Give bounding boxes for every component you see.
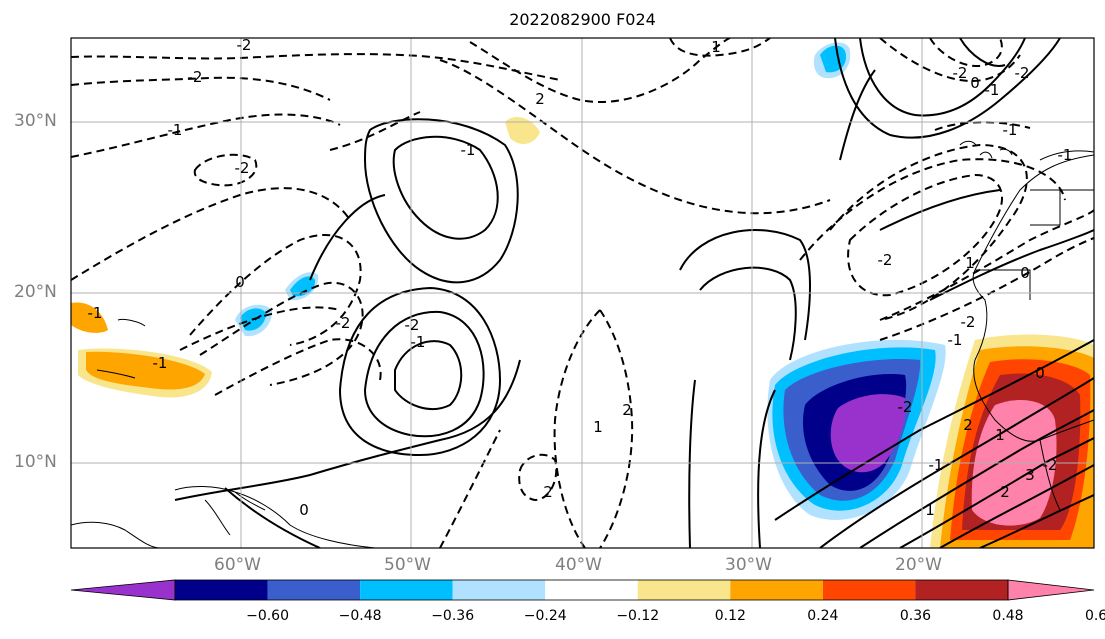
colorbar-arrow-low <box>70 579 176 601</box>
contour-label: 1 <box>593 418 603 436</box>
contour-label: 2 <box>622 401 632 419</box>
contour-label: 2 <box>1000 483 1010 501</box>
colorbar-segment <box>637 580 731 600</box>
colorbar-tick-label: 0.60 <box>1084 608 1105 624</box>
contour-label: -2 <box>1015 64 1030 82</box>
contour-label: -2 <box>878 251 893 269</box>
contour-label: -1 <box>1003 121 1018 139</box>
colorbar-segment <box>915 580 1008 600</box>
contour-label: -2 <box>235 159 250 177</box>
lon-label-60w: 60°W <box>214 555 261 575</box>
colorbar-tick-label: 0.12 <box>714 608 746 624</box>
contour-label: 1 <box>925 501 935 519</box>
lat-label-10n: 10°N <box>14 452 57 472</box>
contour-label: 0 <box>1035 364 1045 382</box>
contour-label: 0 <box>299 501 309 519</box>
colorbar-segment <box>452 580 546 600</box>
contour-label: -1 <box>88 304 103 322</box>
gridlines <box>71 38 1094 548</box>
contour-label: 2 <box>963 416 973 434</box>
contour-label: 0 <box>970 74 980 92</box>
colorbar-segment <box>730 580 823 600</box>
colorbar-tick-label: −0.36 <box>431 608 475 624</box>
colorbar-segment <box>267 580 361 600</box>
colorbar-tick-label: 0.48 <box>992 608 1024 624</box>
contour-label: -1 <box>1058 146 1073 164</box>
contour-label: 1 <box>995 426 1005 444</box>
colorbar-tick-label: −0.48 <box>338 608 382 624</box>
contour-label: -1 <box>948 331 963 349</box>
colorbar-segment <box>360 580 453 600</box>
colorbar-segment <box>545 580 638 600</box>
lon-label-30w: 30°W <box>725 555 772 575</box>
contour-label: -2 <box>237 36 252 54</box>
colorbar-arrow-high <box>1007 579 1095 601</box>
colorbar-tick-label: −0.60 <box>246 608 289 624</box>
colorbar-tick-label: 0.36 <box>899 608 932 624</box>
contour-label: -1 <box>411 333 426 351</box>
colorbar-tick-label: 0.24 <box>807 608 839 624</box>
positive-contours <box>174 38 1094 548</box>
contour-label: 0 <box>1020 264 1030 282</box>
lon-label-50w: 50°W <box>384 555 431 575</box>
contour-label: -2 <box>961 313 976 331</box>
shaded-blue-east <box>767 339 946 520</box>
contour-label: -2 <box>405 316 420 334</box>
contour-label: 3 <box>1025 466 1035 484</box>
lon-label-40w: 40°W <box>555 555 602 575</box>
contour-label: -1 <box>153 354 168 372</box>
contour-label: 1 <box>965 254 975 272</box>
coastlines <box>71 140 1094 548</box>
colorbar-segment <box>175 580 268 600</box>
contour-label: -2 <box>336 314 351 332</box>
contour-label: -2 <box>953 64 968 82</box>
lat-label-20n: 20°N <box>14 282 57 302</box>
lon-label-20w: 20°W <box>895 555 942 575</box>
contour-label: 1 <box>711 38 721 56</box>
contour-label: -1 <box>985 81 1000 99</box>
contour-label: 0 <box>235 273 245 291</box>
contour-label: 2 <box>543 483 553 501</box>
contour-label: -1 <box>168 121 183 139</box>
lat-label-30n: 30°N <box>14 111 57 131</box>
contour-label: 2 <box>535 90 545 108</box>
map-frame <box>70 37 1095 549</box>
contour-label: -2 <box>898 398 913 416</box>
contour-label: -1 <box>929 456 944 474</box>
colorbar <box>70 579 1095 601</box>
colorbar-tick-label: −0.24 <box>523 608 567 624</box>
colorbar-tick-label: −0.12 <box>616 608 660 624</box>
map-title: 2022082900 F024 <box>509 10 656 29</box>
colorbar-segment <box>822 580 916 600</box>
contour-label: -2 <box>1043 456 1058 474</box>
contour-label: -1 <box>461 141 476 159</box>
contour-label: -2 <box>188 68 203 86</box>
